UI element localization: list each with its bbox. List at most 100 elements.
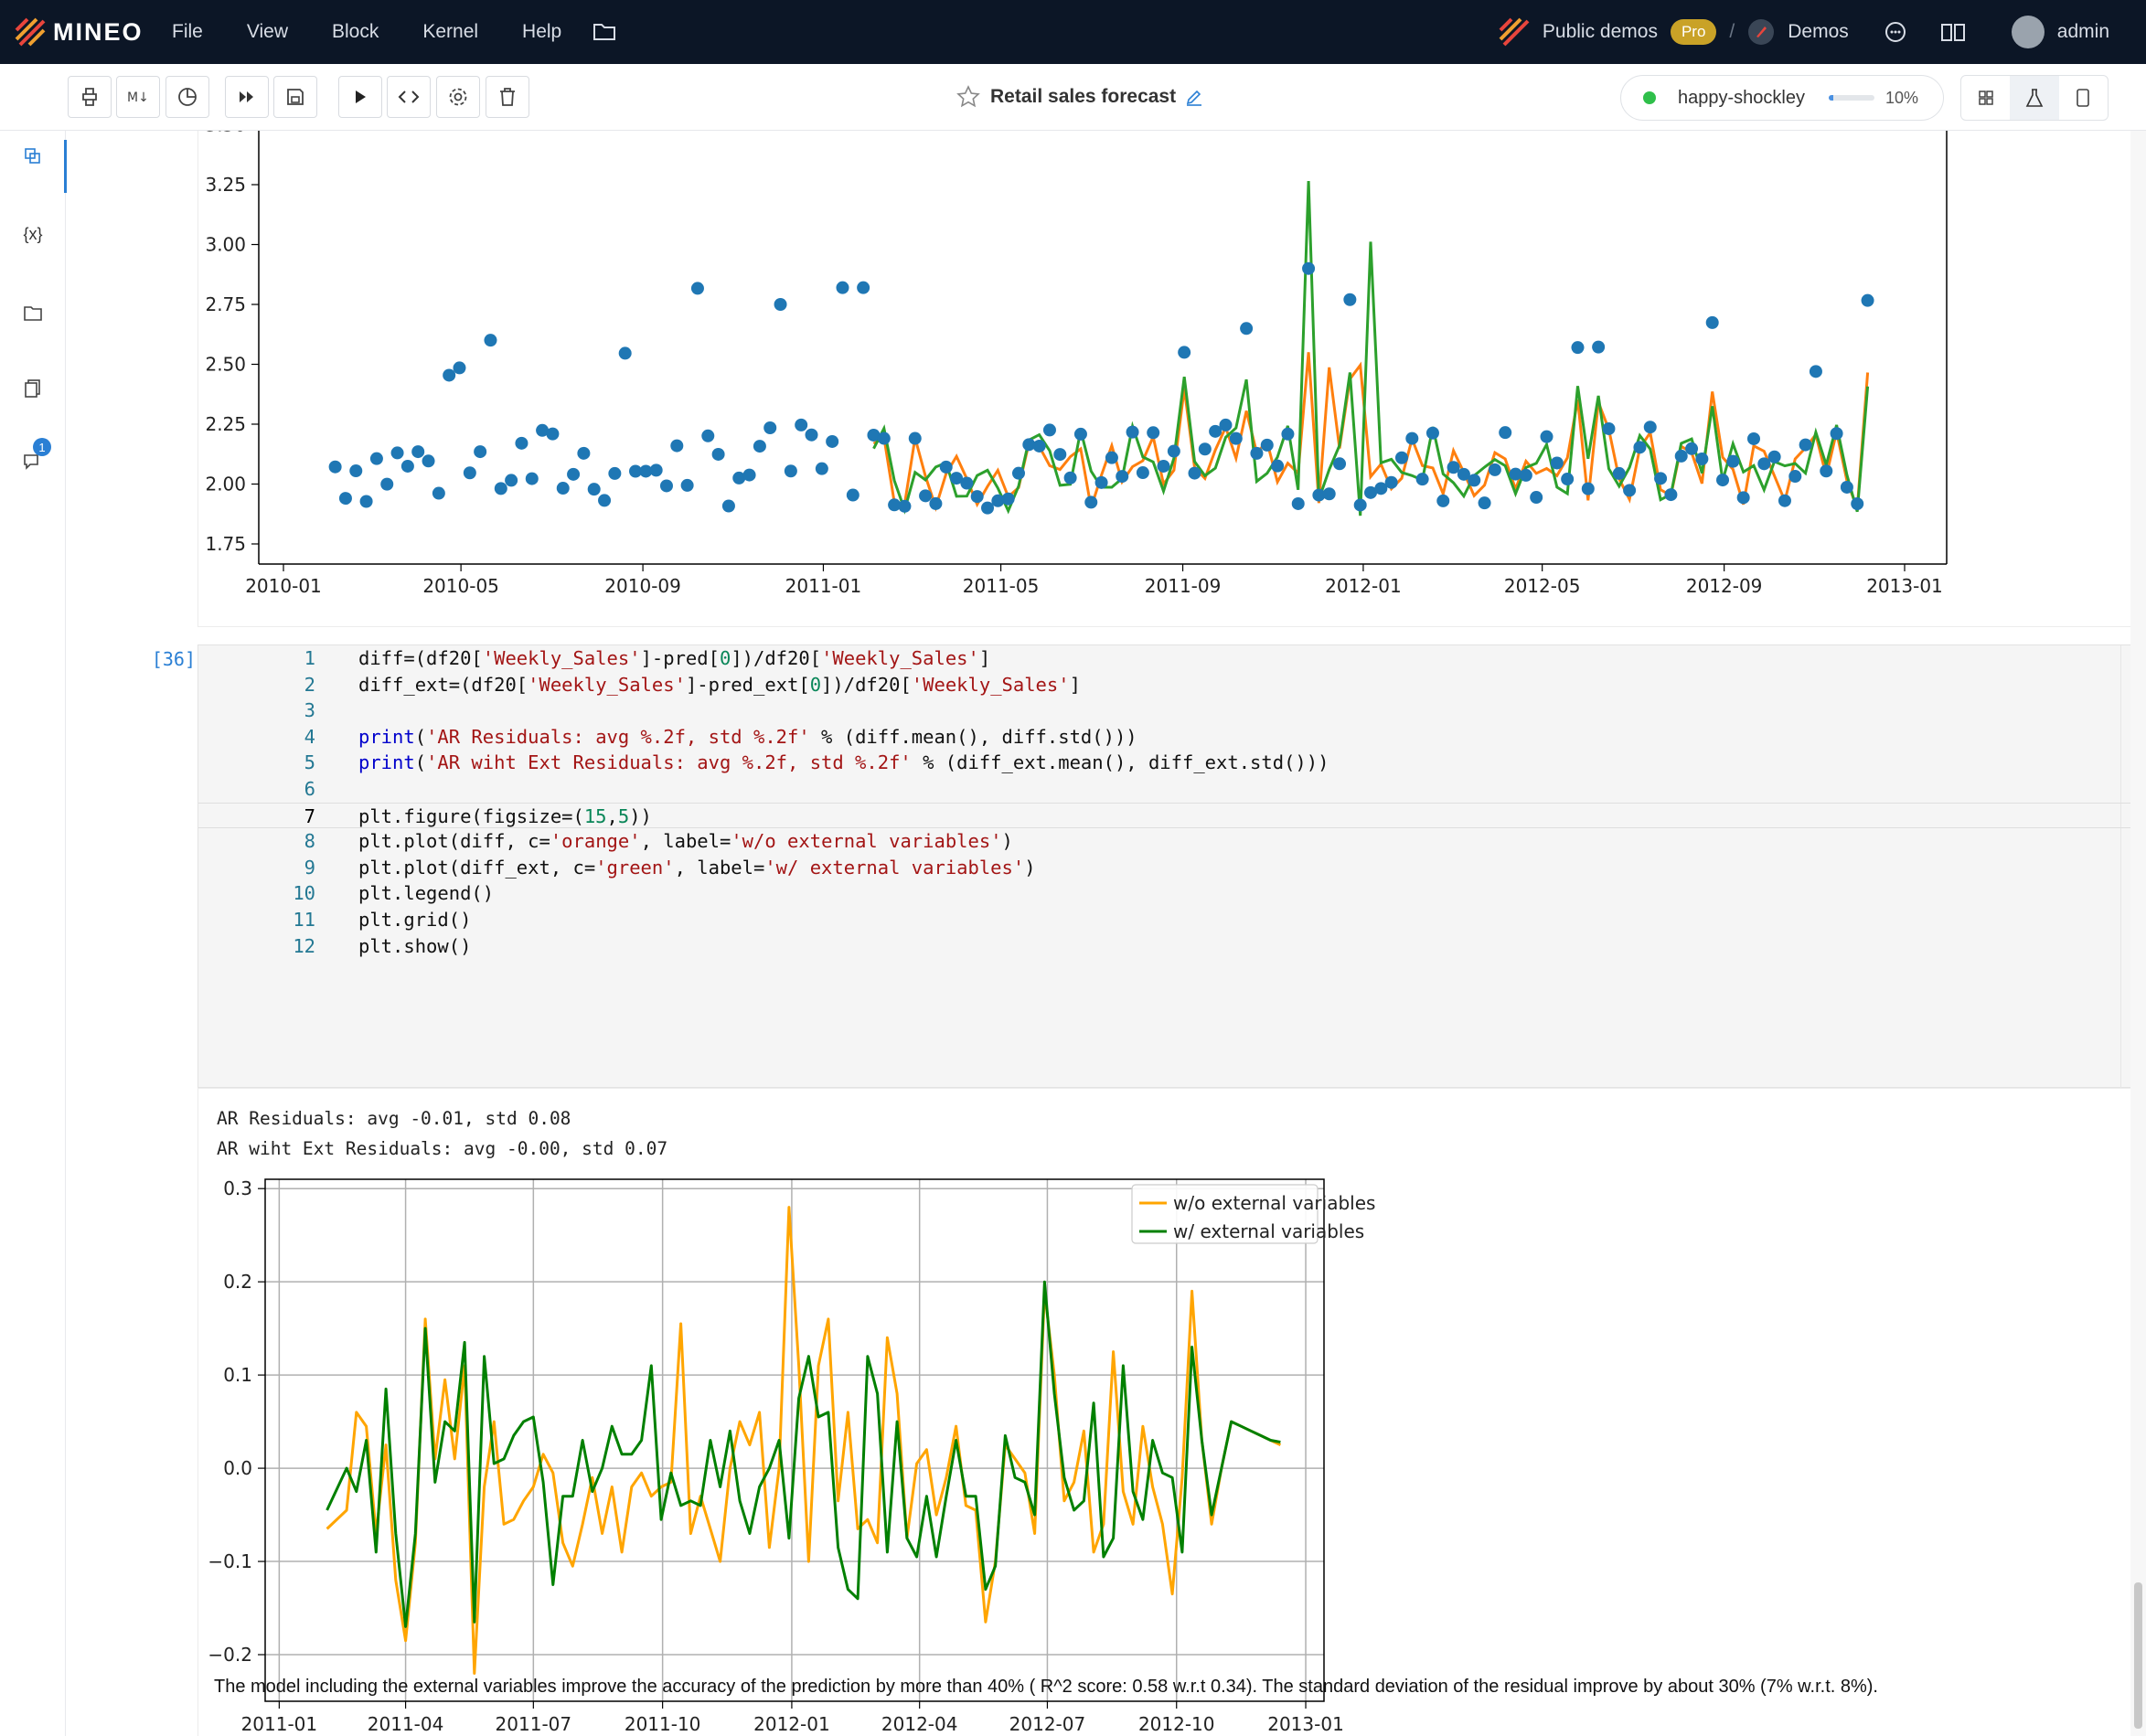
code-line[interactable]: 10 plt.legend() <box>198 880 2139 907</box>
menu-file[interactable]: File <box>172 21 203 42</box>
code-line[interactable]: 1 diff=(df20['Weekly_Sales']-pred[0])/df2… <box>198 645 2139 672</box>
code-line[interactable]: 6 <box>198 776 2139 803</box>
blocks-icon[interactable] <box>20 144 46 169</box>
data-point <box>484 334 497 347</box>
code-line[interactable]: 12 plt.show() <box>198 933 2139 960</box>
files-folder-icon[interactable] <box>20 301 46 326</box>
code-line[interactable]: 3 <box>198 698 2139 724</box>
data-point <box>1861 293 1874 307</box>
comments-icon[interactable] <box>20 449 46 474</box>
data-point <box>1126 425 1139 439</box>
kernel-usage-percent: 10% <box>1884 88 1918 107</box>
menu-view[interactable]: View <box>246 21 288 42</box>
data-point <box>338 492 352 506</box>
residuals-chart: 0.3 0.2 0.1 0.0 −0.1 −0.2 2011-01 2011-04 2011-0… <box>208 1177 1375 1735</box>
docs-book-icon[interactable] <box>1940 21 1966 43</box>
data-point <box>1011 466 1025 480</box>
demos-link[interactable]: Demos <box>1788 21 1849 42</box>
save-button[interactable] <box>273 76 317 118</box>
data-point <box>1623 484 1637 497</box>
edit-pencil-icon[interactable] <box>1185 88 1203 106</box>
variables-icon[interactable]: {x} <box>23 224 43 243</box>
code-cell-editor[interactable]: 1 diff=(df20['Weekly_Sales']-pred[0])/df2… <box>198 644 2140 1089</box>
chat-icon[interactable] <box>1884 20 1907 44</box>
code-line[interactable]: 2 diff_ext=(df20['Weekly_Sales']-pred_ext… <box>198 672 2139 698</box>
run-block-button[interactable] <box>338 76 382 118</box>
y-tick-label: 0.0 <box>223 1457 252 1479</box>
user-avatar[interactable] <box>2011 16 2045 48</box>
kernel-status[interactable]: happy-shockley 10% <box>1620 75 1944 121</box>
code-line[interactable]: 5 print('AR wiht Ext Residuals: avg %.2f,… <box>198 750 2139 776</box>
code-line[interactable]: 11 plt.grid() <box>198 907 2139 933</box>
data-point <box>836 281 849 294</box>
data-point <box>411 445 425 459</box>
user-name[interactable]: admin <box>2056 21 2109 42</box>
run-all-button[interactable] <box>225 76 269 118</box>
data-point <box>1757 457 1771 471</box>
data-point <box>525 472 539 485</box>
y-tick-label: 0.3 <box>223 1177 252 1199</box>
code-scrollbar[interactable] <box>2120 645 2139 1089</box>
page-scrollbar[interactable] <box>2130 131 2146 1736</box>
data-point <box>1809 365 1822 378</box>
view-grid-button[interactable] <box>1961 76 2010 120</box>
data-point <box>1425 426 1439 440</box>
data-point <box>1799 438 1812 452</box>
data-point <box>919 489 933 503</box>
page-scrollbar-thumb[interactable] <box>2134 1582 2142 1729</box>
data-point <box>826 434 839 448</box>
execution-count: [36] <box>151 648 196 670</box>
code-text: plt.plot(diff_ext, c='green', label='w/ … <box>358 856 1036 879</box>
y-tick-label: 3.25 <box>205 174 246 196</box>
delete-block-button[interactable] <box>486 76 529 118</box>
data-point <box>1250 446 1264 460</box>
notebook-title: Retail sales forecast <box>956 82 1203 112</box>
data-point <box>587 483 601 496</box>
data-point <box>690 282 704 295</box>
data-point <box>629 464 643 478</box>
data-point <box>474 445 487 459</box>
stdout-line: AR Residuals: avg -0.01, std 0.08 <box>217 1108 571 1129</box>
star-icon[interactable] <box>956 84 981 110</box>
y-tick-label: 0.1 <box>223 1364 252 1386</box>
data-point <box>1654 472 1668 485</box>
block-settings-button[interactable] <box>436 76 480 118</box>
chart-legend: w/o external variables w/ external variab… <box>1131 1184 1375 1244</box>
menu-block[interactable]: Block <box>331 21 379 42</box>
public-demos-link[interactable]: Public demos <box>1542 21 1658 42</box>
view-lab-button[interactable] <box>2010 76 2059 120</box>
code-line[interactable]: 4 print('AR Residuals: avg %.2f, std %.2f… <box>198 724 2139 751</box>
trash-icon <box>500 88 515 106</box>
prediction-line <box>872 352 1870 512</box>
toggle-code-button[interactable] <box>387 76 431 118</box>
data-point <box>1643 421 1657 434</box>
menu-help[interactable]: Help <box>522 21 562 42</box>
data-point <box>494 482 507 495</box>
add-python-block-button[interactable] <box>68 76 112 118</box>
clipboard-icon[interactable] <box>20 376 46 401</box>
mineo-logo[interactable]: MINEO <box>15 16 144 48</box>
code-line[interactable]: 7 plt.figure(figsize=(15,5)) <box>198 802 2139 829</box>
data-point <box>1105 451 1118 464</box>
add-markdown-block-button[interactable]: M↓ <box>116 76 160 118</box>
open-folder-icon[interactable] <box>593 20 616 47</box>
line-number: 9 <box>304 856 315 879</box>
view-mobile-button[interactable] <box>2059 76 2108 120</box>
data-point <box>359 495 373 508</box>
data-point <box>546 427 560 441</box>
data-point <box>1032 439 1046 453</box>
data-point <box>1457 467 1470 481</box>
add-chart-block-button[interactable] <box>165 76 209 118</box>
data-point <box>1219 418 1233 431</box>
y-tick-label: 2.25 <box>205 413 246 435</box>
code-line[interactable]: 8 plt.plot(diff, c='orange', label='w/o e… <box>198 828 2139 855</box>
data-point <box>1136 466 1149 480</box>
data-point <box>1571 341 1585 355</box>
line-number: 1 <box>304 647 315 669</box>
python-icon <box>82 88 97 106</box>
x-tick-label: 2011-01 <box>241 1713 318 1735</box>
data-point <box>1519 468 1532 482</box>
data-point <box>659 479 673 493</box>
menu-kernel[interactable]: Kernel <box>422 21 479 42</box>
code-line[interactable]: 9 plt.plot(diff_ext, c='green', label='w/… <box>198 855 2139 881</box>
